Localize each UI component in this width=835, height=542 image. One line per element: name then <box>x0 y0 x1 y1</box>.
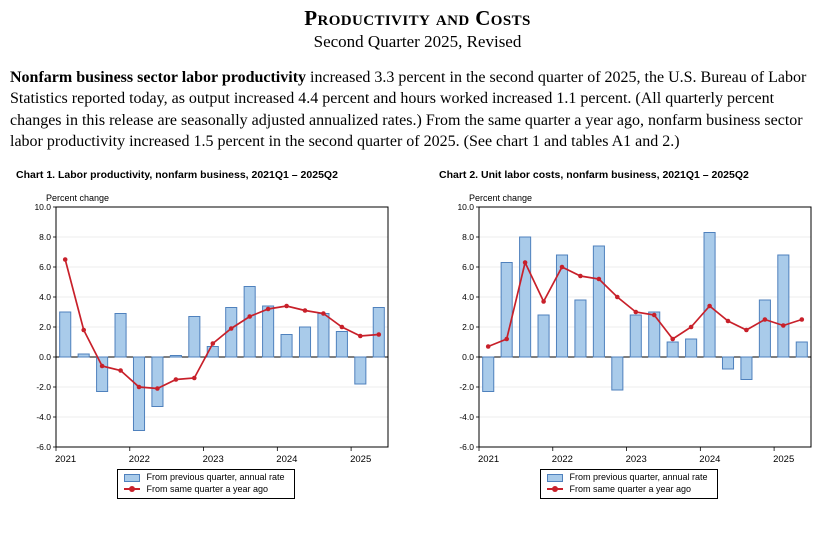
summary-paragraph: Nonfarm business sector labor productivi… <box>10 67 825 152</box>
legend-row-bar: From previous quarter, annual rate <box>547 472 708 484</box>
svg-text:4.0: 4.0 <box>39 292 51 302</box>
svg-text:-2.0: -2.0 <box>36 382 51 392</box>
svg-text:10.0: 10.0 <box>457 204 474 212</box>
svg-text:-2.0: -2.0 <box>459 382 474 392</box>
svg-text:2023: 2023 <box>203 454 224 465</box>
legend-row-bar: From previous quarter, annual rate <box>124 472 285 484</box>
chart1-title: Chart 1. Labor productivity, nonfarm bus… <box>16 169 338 182</box>
svg-text:2025: 2025 <box>773 454 794 465</box>
chart2-title: Chart 2. Unit labor costs, nonfarm busin… <box>439 169 749 182</box>
chart2-figure: Chart 2. Unit labor costs, nonfarm busin… <box>439 169 819 500</box>
svg-text:-4.0: -4.0 <box>459 412 474 422</box>
chart2-legend: From previous quarter, annual rate From … <box>540 469 718 500</box>
svg-text:6.0: 6.0 <box>462 262 474 272</box>
legend-row-line: From same quarter a year ago <box>547 484 707 496</box>
svg-text:2.0: 2.0 <box>462 322 474 332</box>
legend-row-line: From same quarter a year ago <box>124 484 284 496</box>
chart2-canvas: 10.0 8.0 6.0 4.0 2.0 0.0 -2.0 -4.0 -6.0 2021 2022 2… <box>457 204 812 465</box>
svg-text:4.0: 4.0 <box>462 292 474 302</box>
svg-text:2025: 2025 <box>350 454 371 465</box>
svg-text:2022: 2022 <box>552 454 573 465</box>
svg-text:-4.0: -4.0 <box>36 412 51 422</box>
charts-row: Chart 1. Labor productivity, nonfarm bus… <box>10 169 825 500</box>
chart2-y-axis-label: Percent change <box>469 193 533 204</box>
svg-text:2.0: 2.0 <box>39 322 51 332</box>
svg-text:2021: 2021 <box>55 454 76 465</box>
line-swatch-icon <box>547 485 564 494</box>
svg-text:2022: 2022 <box>129 454 150 465</box>
line-swatch-icon <box>124 485 141 494</box>
page-title: Productivity and Costs <box>304 6 531 30</box>
chart1-y-axis-label: Percent change <box>46 193 110 204</box>
svg-text:0.0: 0.0 <box>39 352 51 362</box>
legend-bar-label: From previous quarter, annual rate <box>146 472 285 483</box>
svg-text:2024: 2024 <box>699 454 720 465</box>
svg-text:8.0: 8.0 <box>39 232 51 242</box>
svg-text:-6.0: -6.0 <box>459 442 474 452</box>
chart1-legend: From previous quarter, annual rate From … <box>117 469 295 500</box>
legend-bar-label: From previous quarter, annual rate <box>569 472 708 483</box>
svg-text:2021: 2021 <box>478 454 499 465</box>
chart1-canvas: 10.0 8.0 6.0 4.0 2.0 0.0 -2.0 -4.0 -6.0 2021 2022 2… <box>34 204 389 465</box>
bar-swatch-icon <box>547 473 564 482</box>
svg-text:8.0: 8.0 <box>462 232 474 242</box>
summary-lead: Nonfarm business sector labor productivi… <box>10 69 307 87</box>
svg-text:10.0: 10.0 <box>34 204 51 212</box>
page-subtitle: Second Quarter 2025, Revised <box>313 32 522 52</box>
bar-swatch-icon <box>124 473 141 482</box>
summary-body: increased 3.3 percent in the second quar… <box>10 69 807 150</box>
news-release-page: Productivity and Costs Second Quarter 20… <box>10 6 825 500</box>
legend-line-label: From same quarter a year ago <box>146 483 269 494</box>
svg-text:2023: 2023 <box>626 454 647 465</box>
chart1-figure: Chart 1. Labor productivity, nonfarm bus… <box>16 169 396 500</box>
legend-line-label: From same quarter a year ago <box>569 483 692 494</box>
svg-text:6.0: 6.0 <box>39 262 51 272</box>
svg-text:-6.0: -6.0 <box>36 442 51 452</box>
svg-text:2024: 2024 <box>276 454 297 465</box>
svg-text:0.0: 0.0 <box>462 352 474 362</box>
